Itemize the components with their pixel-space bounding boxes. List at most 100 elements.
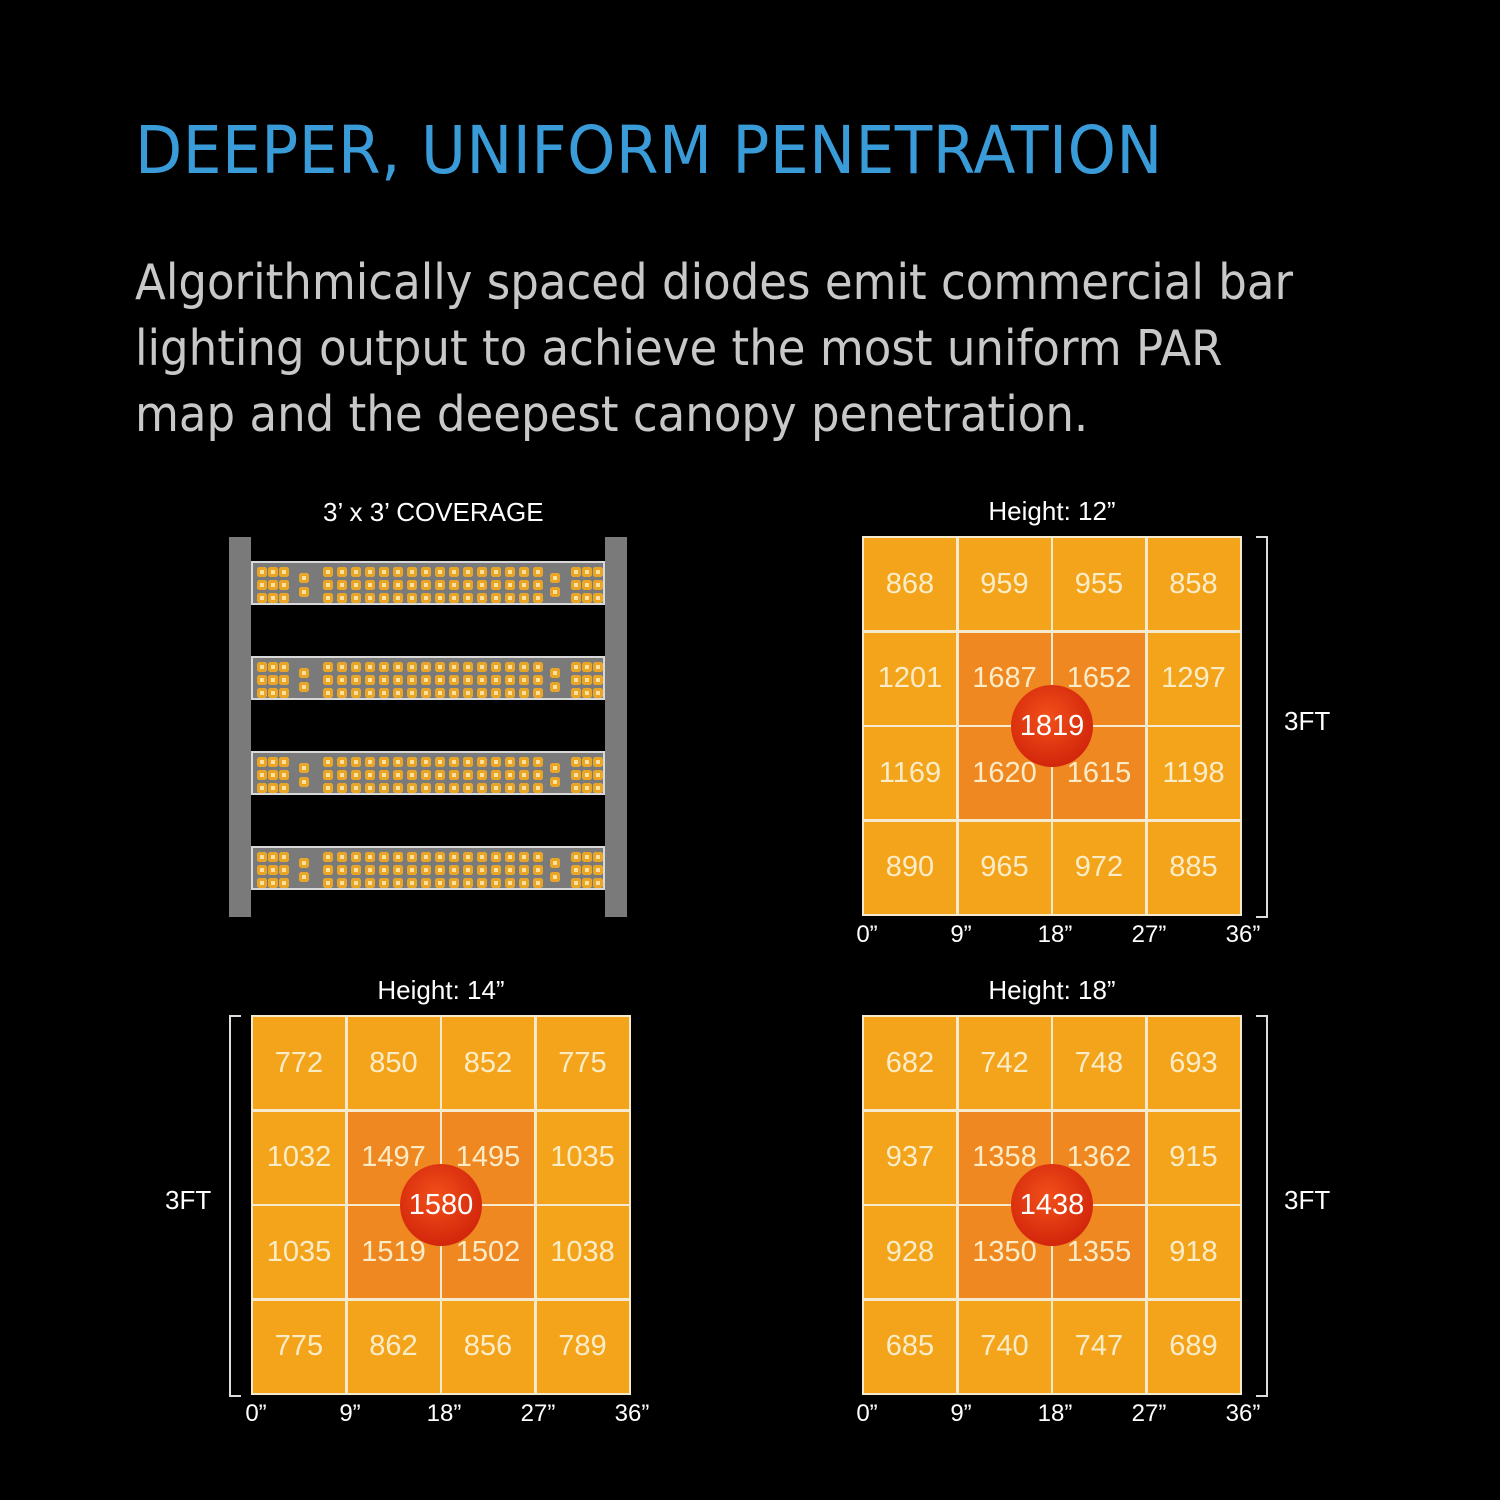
led-diode bbox=[463, 688, 473, 698]
led-diode bbox=[407, 783, 417, 793]
heatmap-cell: 1297 bbox=[1147, 632, 1240, 725]
led-diode bbox=[435, 580, 445, 590]
led-diode bbox=[533, 783, 543, 793]
led-diode bbox=[407, 878, 417, 888]
led-diode bbox=[435, 878, 445, 888]
led-diode bbox=[421, 770, 431, 780]
x-tick-label: 0” bbox=[856, 1400, 878, 1427]
led-diode bbox=[323, 865, 333, 875]
led-diode bbox=[299, 872, 309, 882]
heatmap-grid: 682 742 748 693 937 1358 1362 915 928 1350 1355 918… bbox=[862, 1015, 1242, 1395]
heatmap-cell: 918 bbox=[1147, 1206, 1240, 1298]
led-diode bbox=[365, 852, 375, 862]
led-diode bbox=[491, 567, 501, 577]
led-diode bbox=[449, 593, 459, 603]
led-diode bbox=[571, 757, 581, 767]
led-diode bbox=[533, 580, 543, 590]
side-dimension-label: 3FT bbox=[1284, 706, 1331, 736]
led-diode bbox=[337, 878, 347, 888]
chart-title: Height: 18” bbox=[988, 975, 1116, 1005]
led-diode bbox=[533, 593, 543, 603]
led-diode bbox=[323, 770, 333, 780]
heatmap-cell: 1495 bbox=[442, 1111, 534, 1204]
led-diode bbox=[279, 852, 289, 862]
led-diode bbox=[491, 852, 501, 862]
led-diode bbox=[491, 593, 501, 603]
heatmap-cell: 856 bbox=[442, 1300, 534, 1393]
led-diode bbox=[449, 783, 459, 793]
led-diode bbox=[571, 865, 581, 875]
led-diode bbox=[505, 593, 515, 603]
led-diode bbox=[435, 770, 445, 780]
led-diode bbox=[435, 865, 445, 875]
x-tick-label: 27” bbox=[1131, 1400, 1167, 1427]
led-diode bbox=[393, 675, 403, 685]
led-diode bbox=[463, 852, 473, 862]
heatmap-cell: 937 bbox=[864, 1111, 956, 1204]
led-diode bbox=[435, 593, 445, 603]
led-diode bbox=[593, 878, 603, 888]
led-diode bbox=[257, 865, 267, 875]
led-diode bbox=[593, 580, 603, 590]
led-diode bbox=[393, 662, 403, 672]
led-diode bbox=[299, 668, 309, 678]
led-diode bbox=[582, 878, 592, 888]
heatmap-cell: 955 bbox=[1053, 538, 1145, 630]
led-diode bbox=[379, 852, 389, 862]
heatmap-cell: 689 bbox=[1147, 1300, 1240, 1393]
led-diode bbox=[582, 757, 592, 767]
led-diode bbox=[421, 757, 431, 767]
led-diode bbox=[449, 878, 459, 888]
led-diode bbox=[435, 783, 445, 793]
led-diode bbox=[407, 662, 417, 672]
led-diode bbox=[519, 757, 529, 767]
chart-title: Height: 14” bbox=[377, 975, 505, 1005]
led-diode bbox=[351, 688, 361, 698]
led-diode bbox=[477, 567, 487, 577]
led-diode bbox=[337, 852, 347, 862]
heatmap-cell: 965 bbox=[958, 821, 1051, 914]
led-diode bbox=[257, 770, 267, 780]
led-diode bbox=[365, 593, 375, 603]
heatmap-cell: 693 bbox=[1147, 1017, 1240, 1109]
led-diode bbox=[257, 688, 267, 698]
x-tick-label: 9” bbox=[339, 1400, 361, 1427]
led-diode bbox=[463, 783, 473, 793]
led-diode bbox=[571, 878, 581, 888]
led-diode bbox=[550, 777, 560, 787]
led-diode bbox=[593, 567, 603, 577]
led-diode bbox=[582, 567, 592, 577]
led-diode bbox=[582, 688, 592, 698]
led-diode bbox=[337, 580, 347, 590]
led-diode bbox=[268, 757, 278, 767]
x-tick-label: 27” bbox=[520, 1400, 556, 1427]
led-diode bbox=[365, 865, 375, 875]
led-diode bbox=[379, 662, 389, 672]
heatmap-cell: 1035 bbox=[536, 1111, 629, 1204]
heatmap-cell: 682 bbox=[864, 1017, 956, 1109]
led-diode bbox=[491, 675, 501, 685]
led-diode bbox=[279, 662, 289, 672]
led-diode bbox=[550, 573, 560, 583]
heatmap-cell: 1201 bbox=[864, 632, 956, 725]
led-diode bbox=[593, 757, 603, 767]
led-diode bbox=[351, 878, 361, 888]
led-bar bbox=[251, 561, 605, 605]
led-diode bbox=[393, 567, 403, 577]
led-diode bbox=[365, 675, 375, 685]
led-diode bbox=[449, 580, 459, 590]
coverage-label: 3’ x 3’ COVERAGE bbox=[323, 497, 544, 527]
led-diode bbox=[463, 770, 473, 780]
led-diode bbox=[379, 567, 389, 577]
height-bracket bbox=[1256, 536, 1268, 918]
led-diode bbox=[351, 865, 361, 875]
led-diode bbox=[268, 688, 278, 698]
led-diode bbox=[407, 770, 417, 780]
heatmap-cell: 852 bbox=[442, 1017, 534, 1109]
led-diode bbox=[351, 852, 361, 862]
heatmap-cell: 885 bbox=[1147, 821, 1240, 914]
led-diode bbox=[365, 878, 375, 888]
led-diode bbox=[505, 580, 515, 590]
x-tick-label: 36” bbox=[1225, 1400, 1261, 1427]
led-diode bbox=[351, 770, 361, 780]
